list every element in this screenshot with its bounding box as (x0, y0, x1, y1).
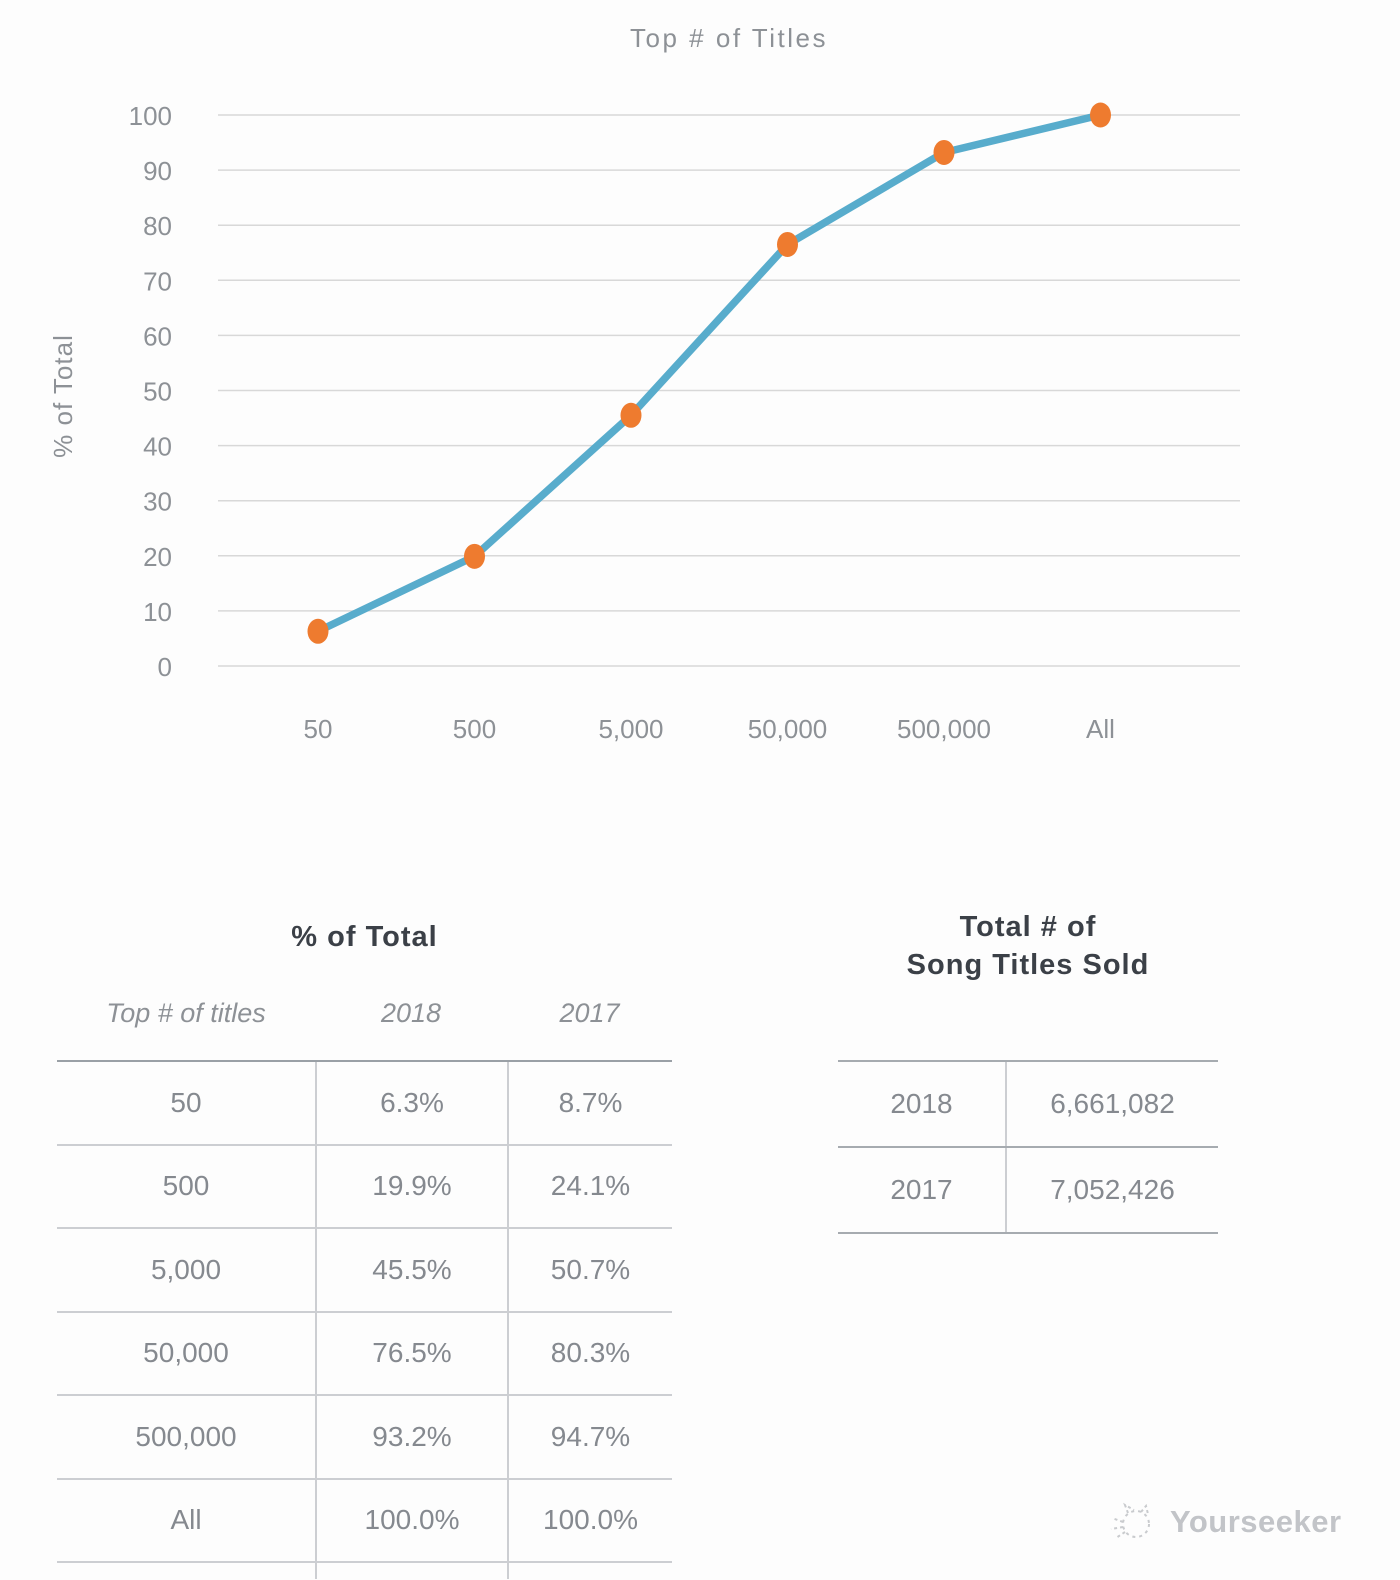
y-tick-label: 0 (158, 652, 172, 682)
y-tick-label: 40 (143, 432, 172, 462)
y-tick-label: 100 (129, 101, 172, 131)
y-tick-label: 60 (143, 321, 172, 351)
row-label: 50 (170, 1086, 202, 1118)
left-table-header-titles: Top # of titles (106, 998, 266, 1028)
cell-2017: 50.7% (507, 1229, 672, 1311)
y-tick-label: 50 (143, 377, 172, 407)
data-point (777, 231, 798, 257)
line-chart: Top # of Titles % of Total 0 10 20 30 40 50 60… (48, 23, 1240, 744)
data-point (307, 618, 329, 644)
cell-2018: 6.3% (315, 1062, 507, 1144)
left-table: 50 6.3% 8.7% 500 19.9% 24.1% 5,000 45.5%… (57, 1060, 672, 1579)
table-row: 2018 6,661,082 (838, 1062, 1218, 1148)
data-point (464, 543, 485, 569)
table-row: 50 6.3% 8.7% (57, 1062, 672, 1146)
y-tick-label: 30 (143, 487, 172, 517)
cell-2018: 19.9% (315, 1145, 507, 1227)
table-row: 2017 7,052,426 (838, 1148, 1218, 1234)
row-label: 2018 (890, 1088, 953, 1119)
row-label: 2017 (890, 1174, 953, 1205)
right-table: 2018 6,661,082 2017 7,052,426 (838, 1060, 1218, 1234)
left-table-header-2017: 2017 (559, 998, 620, 1028)
left-table-title: % of Total (291, 921, 438, 953)
y-axis-label: % of Total (48, 334, 78, 458)
table-row: 500,000 93.2% 94.7% (57, 1396, 672, 1480)
cell-2017: 24.1% (507, 1145, 672, 1227)
x-tick-label: 5,000 (598, 714, 663, 744)
row-label: 500,000 (135, 1420, 237, 1452)
row-value: 7,052,426 (1005, 1148, 1218, 1232)
left-table-header: Top # of titles 2018 2017 (57, 998, 672, 1029)
cat-sketch-icon (1110, 1502, 1150, 1539)
x-tick-label: All (1086, 714, 1115, 744)
table-row: 50,000 76.5% 80.3% (57, 1312, 672, 1396)
x-tick-label: 500 (453, 714, 496, 744)
cell-2017: 80.3% (507, 1312, 672, 1394)
y-tick-label: 70 (143, 266, 172, 296)
watermark: Yourseeker (1108, 1496, 1342, 1548)
table-row: 5,000 45.5% 50.7% (57, 1229, 672, 1313)
x-tick-label: 500,000 (897, 714, 991, 744)
x-tick-label: 50 (304, 714, 333, 744)
table-row: 500 19.9% 24.1% (57, 1145, 672, 1229)
watermark-label: Yourseeker (1170, 1504, 1342, 1539)
row-label: All (170, 1504, 202, 1536)
cell-2017: 94.7% (507, 1396, 672, 1478)
right-table-title-line2: Song Titles Sold (906, 949, 1150, 981)
chart-plot-area: 0 10 20 30 40 50 60 70 80 90 100 50 500 5,000 50,000 50… (129, 101, 1240, 744)
cell-2018: 100.0% (315, 1479, 507, 1561)
cell-2017: 8.7% (507, 1062, 672, 1144)
row-label: 5,000 (150, 1253, 222, 1285)
cell-2017: 100.0% (507, 1479, 672, 1561)
row-value: 6,661,082 (1005, 1062, 1218, 1146)
row-label: 500 (162, 1170, 210, 1202)
y-tick-label: 80 (143, 211, 172, 241)
data-point (1090, 102, 1111, 128)
chart-title: Top # of Titles (630, 23, 828, 53)
data-point (933, 139, 955, 165)
y-tick-label: 20 (143, 542, 172, 572)
cell-2018: 93.2% (315, 1396, 507, 1478)
y-tick-label: 90 (143, 156, 172, 186)
y-tick-label: 10 (143, 597, 172, 627)
right-table-title-line1: Total # of (959, 911, 1097, 943)
table-row-stub (57, 1563, 672, 1579)
data-point (620, 402, 642, 428)
x-tick-label: 50,000 (748, 714, 828, 744)
cell-2018: 76.5% (315, 1312, 507, 1394)
right-table-title: Total # of Song Titles Sold (838, 908, 1218, 984)
table-row: All 100.0% 100.0% (57, 1479, 672, 1563)
row-label: 50,000 (143, 1337, 229, 1369)
left-table-header-2018: 2018 (380, 998, 442, 1028)
cell-2018: 45.5% (315, 1229, 507, 1311)
series-line (314, 111, 1105, 636)
